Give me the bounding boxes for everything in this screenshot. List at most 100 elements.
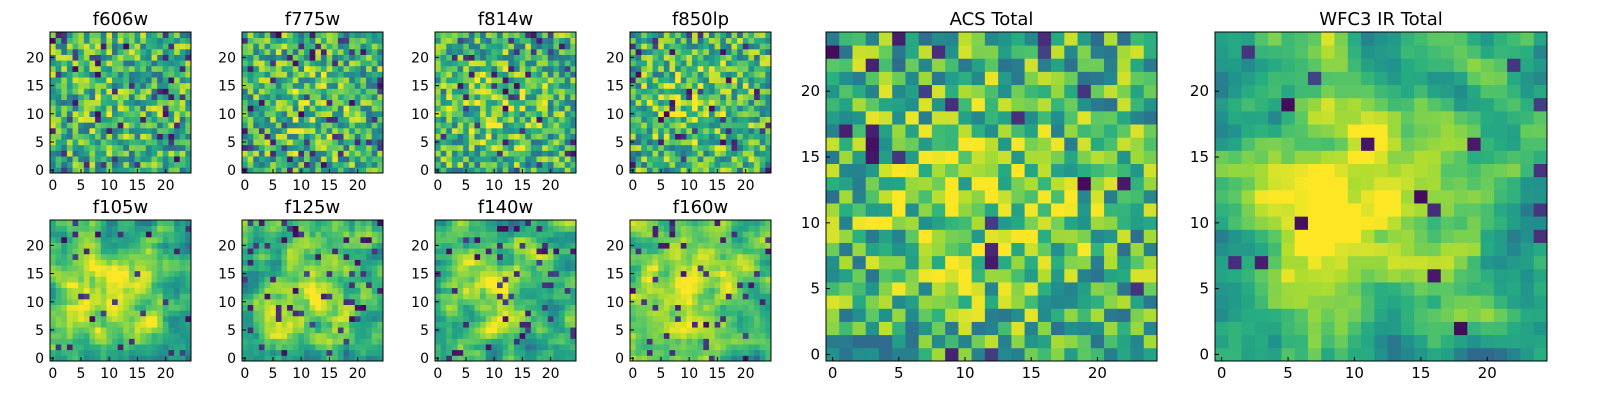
heatmap-cell <box>309 327 316 334</box>
heatmap-cell <box>55 259 62 266</box>
heatmap-cell <box>553 242 560 249</box>
heatmap-cell <box>174 144 181 151</box>
heatmap-cell <box>264 105 271 112</box>
heatmap-cell <box>725 48 732 55</box>
heatmap-cell <box>61 43 68 50</box>
heatmap-cell <box>720 315 727 322</box>
heatmap-cell <box>513 304 520 311</box>
heatmap-cell <box>66 298 73 305</box>
heatmap-cell <box>759 161 766 168</box>
heatmap-cell <box>360 304 367 311</box>
heatmap-cell <box>298 48 305 55</box>
heatmap-cell <box>140 54 147 61</box>
heatmap-cell <box>242 133 249 140</box>
heatmap-cell <box>100 99 107 106</box>
heatmap-cell <box>737 37 744 44</box>
heatmap-cell <box>513 94 520 101</box>
heatmap-cell <box>652 37 659 44</box>
heatmap-cell <box>703 82 710 89</box>
y-tick-label: 20 <box>26 50 44 66</box>
heatmap-cell <box>162 310 169 317</box>
heatmap-cell <box>270 94 277 101</box>
heatmap-cell <box>95 253 102 260</box>
heatmap-cell <box>641 321 648 328</box>
heatmap-cell <box>553 37 560 44</box>
heatmap-cell <box>635 332 642 339</box>
heatmap-cell <box>55 116 62 123</box>
heatmap-cell <box>83 344 90 351</box>
heatmap-cell <box>281 32 288 39</box>
heatmap-cell <box>275 54 282 61</box>
heatmap-cell <box>680 60 687 67</box>
heatmap-cell <box>669 139 676 146</box>
heatmap-cell <box>485 236 492 243</box>
heatmap-cell <box>275 293 282 300</box>
heatmap-cell <box>61 344 68 351</box>
heatmap-cell <box>61 332 68 339</box>
heatmap-cell <box>174 276 181 283</box>
heatmap-cell <box>360 133 367 140</box>
heatmap-cell <box>371 310 378 317</box>
heatmap-cell <box>530 60 537 67</box>
heatmap-cell <box>50 43 57 50</box>
x-tick-label: 20 <box>542 366 560 382</box>
heatmap-cell <box>117 77 124 84</box>
heatmap-cell <box>343 287 350 294</box>
heatmap-cell <box>304 116 311 123</box>
heatmap-cell <box>703 37 710 44</box>
heatmap-cell <box>304 270 311 277</box>
heatmap-cell <box>332 304 339 311</box>
heatmap-cell <box>106 327 113 334</box>
heatmap-cell <box>686 161 693 168</box>
heatmap-cell <box>641 77 648 84</box>
heatmap-cell <box>162 248 169 255</box>
heatmap-cell <box>95 82 102 89</box>
heatmap-cell <box>151 122 158 129</box>
heatmap-cell <box>564 110 571 117</box>
heatmap-cell <box>480 349 487 356</box>
heatmap-cell <box>315 253 322 260</box>
heatmap-cell <box>360 144 367 151</box>
heatmap-cell <box>542 94 549 101</box>
heatmap-cell <box>663 127 670 134</box>
heatmap-cell <box>536 94 543 101</box>
heatmap-cell <box>270 276 277 283</box>
heatmap-cell <box>100 310 107 317</box>
heatmap-cell <box>652 332 659 339</box>
heatmap-cell <box>151 236 158 243</box>
heatmap-cell <box>697 48 704 55</box>
heatmap-cell <box>117 248 124 255</box>
heatmap-cell <box>646 94 653 101</box>
heatmap-cell <box>570 225 577 232</box>
heatmap-cell <box>326 122 333 129</box>
heatmap-cell <box>435 287 442 294</box>
heatmap-cell <box>508 161 515 168</box>
heatmap-cell <box>530 77 537 84</box>
heatmap-cell <box>759 82 766 89</box>
heatmap-cell <box>128 77 135 84</box>
heatmap-cell <box>281 150 288 157</box>
heatmap-cell <box>765 32 772 39</box>
heatmap-cell <box>485 349 492 356</box>
heatmap-cell <box>435 248 442 255</box>
heatmap-cell <box>185 127 192 134</box>
heatmap-cell <box>72 65 79 72</box>
heatmap-cell <box>185 259 192 266</box>
heatmap-cell <box>304 139 311 146</box>
heatmap-cell <box>570 259 577 266</box>
heatmap-cell <box>242 236 249 243</box>
heatmap-cell <box>247 298 254 305</box>
heatmap-cell <box>287 60 294 67</box>
heatmap-cell <box>270 248 277 255</box>
heatmap-cell <box>446 298 453 305</box>
heatmap-cell <box>708 344 715 351</box>
heatmap-cell <box>748 161 755 168</box>
heatmap-cell <box>134 71 141 78</box>
heatmap-cell <box>669 94 676 101</box>
heatmap-cell <box>151 220 158 227</box>
heatmap-cell <box>525 248 532 255</box>
heatmap-cell <box>508 270 515 277</box>
heatmap-cell <box>658 144 665 151</box>
heatmap-cell <box>658 139 665 146</box>
heatmap-cell <box>669 167 676 174</box>
